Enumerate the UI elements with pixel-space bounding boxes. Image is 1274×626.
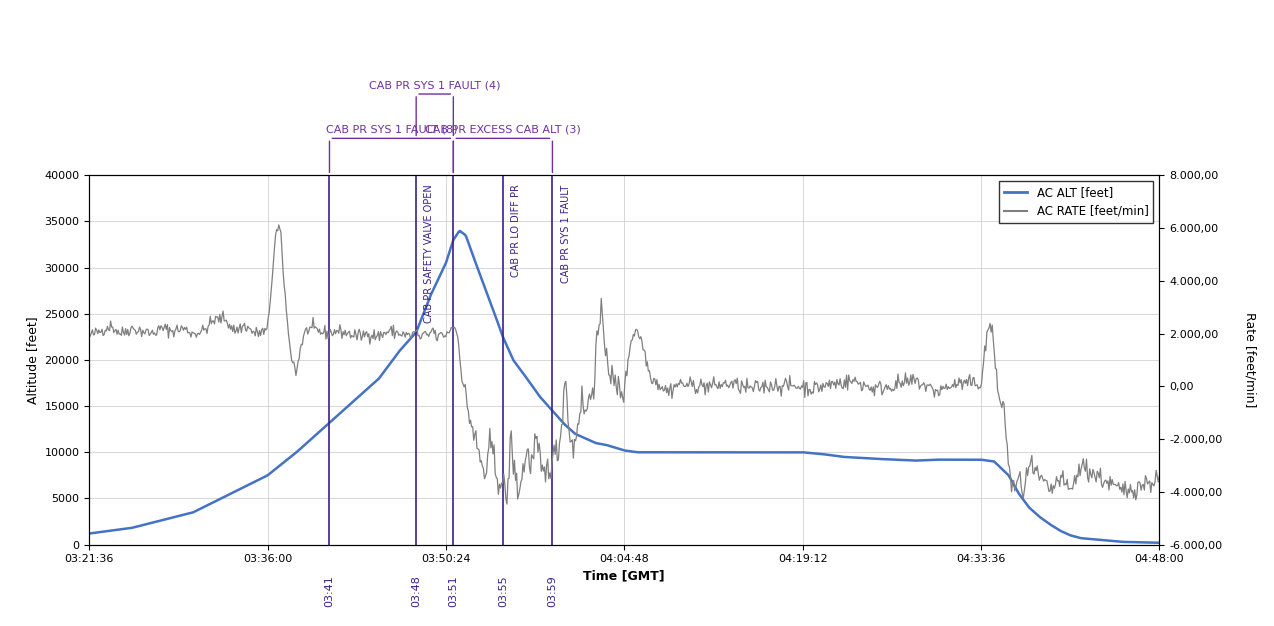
Text: 03:59: 03:59 bbox=[548, 575, 558, 607]
Y-axis label: Rate [feet/min]: Rate [feet/min] bbox=[1243, 312, 1256, 408]
Text: 03:48: 03:48 bbox=[412, 575, 422, 607]
Text: CAB PR SAFETY VALVE OPEN: CAB PR SAFETY VALVE OPEN bbox=[424, 185, 434, 323]
Text: CAB PR LO DIFF PR: CAB PR LO DIFF PR bbox=[511, 185, 521, 277]
Text: 03:41: 03:41 bbox=[325, 575, 335, 607]
Y-axis label: Altitude [feet]: Altitude [feet] bbox=[25, 316, 38, 404]
Text: CAB PR SYS 1 FAULT (4): CAB PR SYS 1 FAULT (4) bbox=[369, 80, 501, 90]
Text: CAB PR EXCESS CAB ALT (3): CAB PR EXCESS CAB ALT (3) bbox=[426, 125, 581, 135]
Text: CAB PR SYS 1 FAULT (8): CAB PR SYS 1 FAULT (8) bbox=[326, 125, 457, 135]
Text: 03:55: 03:55 bbox=[498, 575, 508, 607]
Legend: AC ALT [feet], AC RATE [feet/min]: AC ALT [feet], AC RATE [feet/min] bbox=[999, 181, 1153, 222]
X-axis label: Time [GMT]: Time [GMT] bbox=[583, 570, 665, 583]
Text: 03:51: 03:51 bbox=[448, 575, 459, 607]
Text: CAB PR SYS 1 FAULT: CAB PR SYS 1 FAULT bbox=[561, 185, 571, 283]
